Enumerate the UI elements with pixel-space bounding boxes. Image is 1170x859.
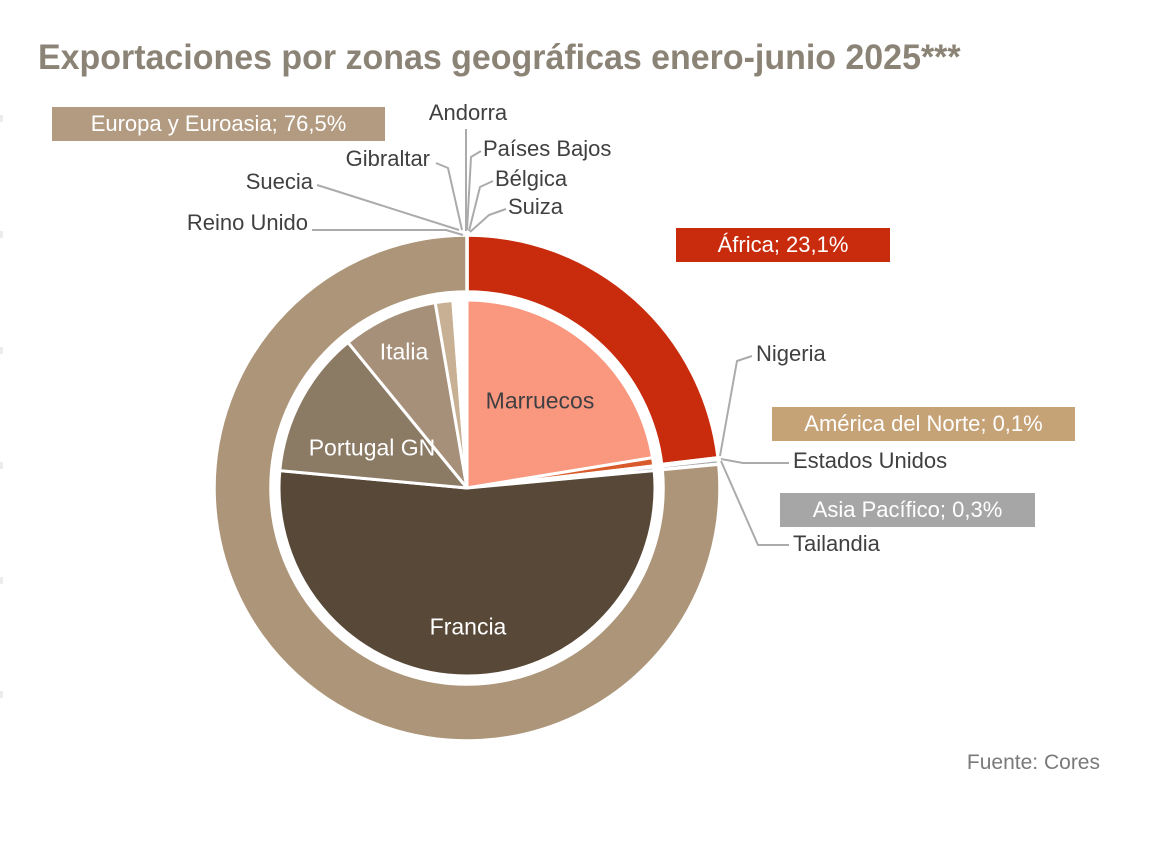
zone-box-america-del-norte: América del Norte; 0,1% (772, 407, 1075, 441)
leader-line-estados-unidos (720, 458, 789, 464)
slice-inner-italia (346, 301, 469, 490)
slice-label-francia: Francia (429, 613, 507, 640)
callout-nigeria: Nigeria (756, 341, 826, 366)
zone-box-europa-label: Europa y Euroasia; 76,5% (90, 111, 347, 136)
zone-box-asia-pacifico: Asia Pacífico; 0,3% (780, 493, 1035, 527)
callout-belgica: Bélgica (495, 166, 568, 191)
slice-inner-francia (277, 469, 657, 678)
left-edge-artifact (0, 691, 3, 698)
leader-line-reino-unido (312, 229, 464, 236)
leader-line-paises-bajos (466, 150, 482, 231)
callout-paises-bajos: Países Bajos (483, 136, 612, 161)
callout-gibraltar: Gibraltar (345, 146, 430, 171)
slice-outer-europa-y-euroasia (212, 233, 722, 743)
callout-suiza: Suiza (508, 194, 564, 219)
slice-label-portugal-gn: Portugal GN (308, 434, 436, 461)
slice-label-marruecos: Marruecos (485, 387, 595, 414)
left-edge-artifact (0, 462, 3, 469)
leader-line-suiza (469, 208, 507, 233)
callout-estados-unidos: Estados Unidos (793, 448, 948, 473)
leader-line-tailandia (720, 460, 789, 546)
callout-reino-unido: Reino Unido (186, 210, 308, 235)
leader-line-nigeria (719, 355, 753, 457)
slice-inner-portugal-gn (278, 340, 469, 490)
left-edge-artifact (0, 347, 3, 354)
slice-label-italia: Italia (379, 338, 429, 365)
zone-box-africa: África; 23,1% (676, 228, 890, 262)
leader-line-gibraltar (435, 162, 463, 231)
source-note: Fuente: Cores (966, 751, 1100, 774)
left-edge-artifact (0, 577, 3, 584)
leader-line-suecia (316, 184, 460, 231)
callout-suecia: Suecia (245, 169, 313, 194)
zone-box-europa (52, 107, 385, 141)
leader-line-belgica (468, 180, 494, 232)
callout-andorra: Andorra (428, 100, 508, 125)
slice-inner-marruecos (465, 298, 655, 490)
slice-inner-suiza (463, 298, 469, 490)
left-edge-artifact (0, 115, 3, 122)
left-edge-artifact (0, 231, 3, 238)
callout-tailandia: Tailandia (793, 531, 880, 556)
chart-title: Exportaciones por zonas geográficas ener… (38, 38, 961, 77)
